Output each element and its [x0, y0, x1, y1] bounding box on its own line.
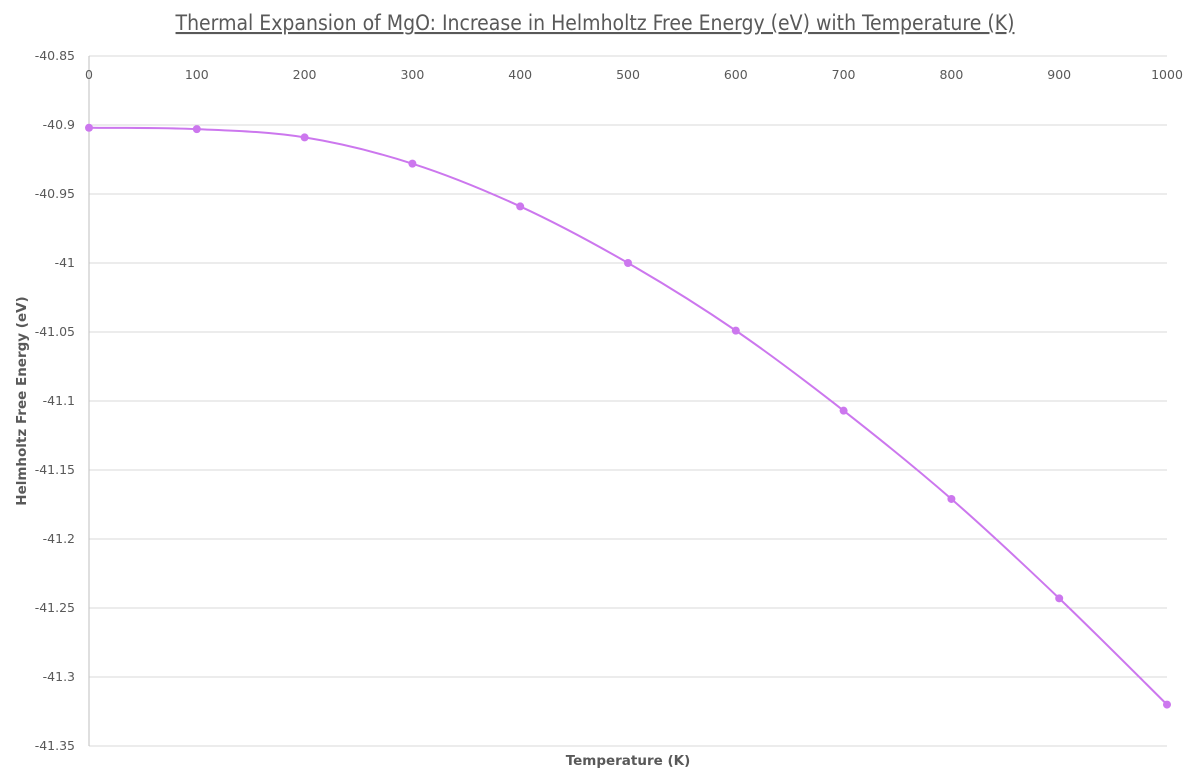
x-tick-label: 500: [616, 67, 640, 82]
data-point: [947, 494, 956, 503]
x-tick-label: 600: [724, 67, 748, 82]
data-point: [516, 202, 525, 211]
y-tick-label: -41.3: [43, 669, 75, 684]
data-point: [408, 159, 417, 168]
y-tick-label: -41.15: [35, 462, 75, 477]
x-tick-label: 800: [939, 67, 963, 82]
y-axis-label: Helmholtz Free Energy (eV): [14, 296, 30, 505]
data-point: [85, 123, 93, 132]
y-tick-label: -41.35: [35, 738, 75, 753]
series-group: [85, 123, 1171, 709]
chart-title: Thermal Expansion of MgO: Increase in He…: [175, 11, 1015, 35]
y-tick-label: -40.85: [35, 48, 75, 63]
data-point: [624, 259, 632, 267]
x-tick-label: 1000: [1151, 67, 1183, 82]
y-tick-labels: -40.85 -40.9 -40.95 -41 -41.05 -41.1 -41.15 -41…: [35, 48, 75, 753]
y-tick-label: -41.2: [43, 531, 75, 546]
x-tick-label: 300: [400, 67, 424, 82]
x-tick-label: 700: [832, 67, 856, 82]
data-point: [1163, 700, 1171, 709]
x-tick-labels: 0 100 200 300 400 500 600 700 800 900 1000: [85, 67, 1183, 82]
y-tick-label: -41: [55, 255, 75, 270]
x-tick-label: 200: [293, 67, 317, 82]
x-axis-label: Temperature (K): [566, 753, 691, 769]
series-line: [88, 126, 1168, 706]
y-tick-label: -40.95: [35, 186, 75, 201]
x-tick-label: 100: [185, 67, 209, 82]
gridlines: [89, 55, 1167, 747]
x-tick-label: 400: [508, 67, 532, 82]
y-tick-label: -40.9: [43, 117, 75, 132]
data-point: [839, 406, 848, 415]
x-tick-label: 0: [85, 67, 93, 82]
y-tick-label: -41.25: [35, 600, 75, 615]
data-point: [192, 125, 201, 134]
y-tick-label: -41.05: [35, 324, 75, 339]
data-point: [300, 133, 309, 142]
x-tick-label: 900: [1047, 67, 1071, 82]
y-tick-label: -41.1: [43, 393, 75, 408]
data-point: [731, 326, 740, 335]
data-point: [1055, 594, 1064, 603]
